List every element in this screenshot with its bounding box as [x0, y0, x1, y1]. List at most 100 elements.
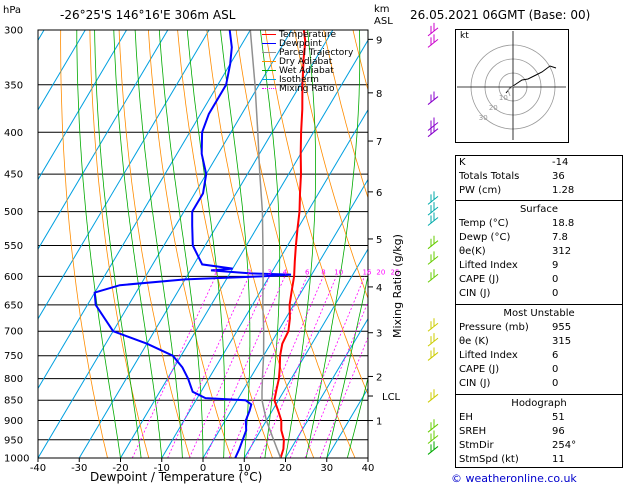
most-unstable-title: Most Unstable — [503, 308, 575, 319]
hodo-row: SREH 96 — [459, 426, 565, 437]
wind-barb — [427, 202, 439, 216]
isotherm-line — [38, 30, 292, 458]
mixing-ratio-label: 2 — [247, 268, 251, 276]
isotherm-line — [161, 108, 368, 458]
mixing-ratio-line — [289, 276, 365, 458]
isotherm-line — [38, 30, 251, 390]
wind-barb — [427, 91, 439, 105]
x-tick-label: 20 — [279, 463, 292, 474]
legend-label: Dry Adiabat — [279, 57, 333, 67]
legend-label: Temperature — [279, 30, 337, 40]
km-tick-label: 9 — [376, 35, 382, 46]
hodograph-ring-label: 10 — [499, 94, 508, 102]
km-tick-label: 1 — [376, 417, 382, 428]
x-tick-label: 0 — [200, 463, 206, 474]
pressure-tick-label: 700 — [4, 327, 23, 338]
legend-swatch — [262, 43, 276, 44]
x-tick-label: -40 — [30, 463, 46, 474]
mixing-ratio-label: 25 — [391, 268, 400, 276]
wind-barb — [427, 441, 439, 455]
index-row: K -14 — [459, 157, 569, 168]
wind-barb — [427, 251, 439, 265]
x-tick-label: -10 — [154, 463, 170, 474]
pressure-tick-label: 1000 — [4, 454, 29, 465]
km-tick-label: 3 — [376, 329, 382, 340]
mixing-ratio-label: 6 — [305, 268, 310, 276]
surface-title: Surface — [519, 204, 559, 215]
legend-entry: Dewpoint — [262, 40, 322, 49]
wind-barb — [427, 212, 439, 226]
hodograph-title: Hodograph — [511, 398, 567, 409]
dry-adiabat-line — [89, 30, 150, 458]
wind-barb — [427, 269, 439, 283]
legend-label: Isotherm — [279, 75, 319, 85]
isotherm-line — [285, 317, 368, 458]
mu-row: θe (K) 315 — [459, 336, 572, 347]
wet-adiabat-line — [285, 30, 316, 458]
legend-swatch — [262, 34, 276, 35]
lcl-label: LCL — [382, 392, 401, 403]
hodograph-trace-low — [507, 85, 515, 97]
asl-label: ASL — [374, 16, 393, 27]
dry-adiabat-line — [264, 30, 368, 396]
mixing-ratio-label: 8 — [321, 268, 325, 276]
parcel-line — [249, 30, 282, 458]
pressure-tick-label: 450 — [4, 170, 23, 181]
mixing-ratio-label: 3 — [268, 268, 272, 276]
dry-adiabat-line — [206, 30, 315, 458]
dry-adiabat-line — [177, 30, 273, 458]
pressure-tick-label: 650 — [4, 300, 23, 311]
pressure-tick-label: 900 — [4, 416, 23, 427]
wind-barb — [427, 419, 439, 433]
km-tick-label: 5 — [376, 235, 382, 246]
hodograph-ring-label: 30 — [479, 114, 488, 122]
wet-adiabat-line — [76, 30, 121, 458]
isotherm-line — [78, 30, 334, 458]
mu-row: Pressure (mb) 955 — [459, 322, 572, 333]
mixing-ratio-label: 1 — [213, 268, 217, 276]
surface-row: CAPE (J) 0 — [459, 274, 559, 285]
isotherm-line — [38, 30, 210, 320]
wind-barb — [427, 123, 439, 138]
surface-row: Lifted Index 9 — [459, 260, 559, 271]
hodograph-unit-label: kt — [460, 31, 469, 41]
legend-label: Parcel Trajectory — [279, 48, 354, 58]
mixing-ratio-line — [304, 300, 368, 458]
hodo-row: EH 51 — [459, 412, 565, 423]
surface-row: Temp (°C) 18.8 — [459, 218, 575, 229]
wind-barb — [427, 430, 439, 444]
dewpoint-line — [93, 30, 292, 458]
dry-adiabat-line — [118, 30, 191, 458]
km-tick-label: 6 — [376, 188, 382, 199]
hodograph-frame — [455, 29, 569, 143]
wet-adiabat-line — [113, 30, 163, 458]
surface-row: CIN (J) 0 — [459, 288, 559, 299]
legend-entry: Wet Adiabat — [262, 67, 334, 76]
wet-adiabat-line — [326, 273, 368, 458]
wind-barb — [427, 389, 439, 403]
wind-barb — [427, 347, 439, 361]
mixing-ratio-label: 10 — [334, 268, 343, 276]
mixing-ratio-line — [167, 276, 250, 458]
hodo-row: StmDir 254° — [459, 440, 577, 451]
pressure-tick-label: 750 — [4, 351, 23, 362]
wet-adiabat-line — [94, 30, 142, 458]
pressure-tick-label: 800 — [4, 374, 23, 385]
isotherm-line — [202, 178, 368, 458]
wind-barb — [427, 235, 439, 250]
mu-row: Lifted Index 6 — [459, 350, 559, 361]
isotherm-line — [38, 30, 169, 251]
dry-adiabat-line — [323, 30, 368, 199]
x-tick-label: 10 — [238, 463, 251, 474]
dry-adiabat-line — [294, 30, 368, 300]
datetime-title: 26.05.2021 06GMT (Base: 00) — [410, 8, 591, 22]
pressure-tick-label: 600 — [4, 272, 23, 283]
km-tick-label: 7 — [376, 137, 382, 148]
legend-swatch — [262, 88, 276, 89]
dry-adiabat-line — [60, 30, 108, 458]
mu-row: CAPE (J) 0 — [459, 364, 559, 375]
isotherm-line — [0, 30, 3, 458]
legend-label: Mixing Ratio — [279, 84, 335, 94]
isotherm-line — [38, 30, 86, 111]
